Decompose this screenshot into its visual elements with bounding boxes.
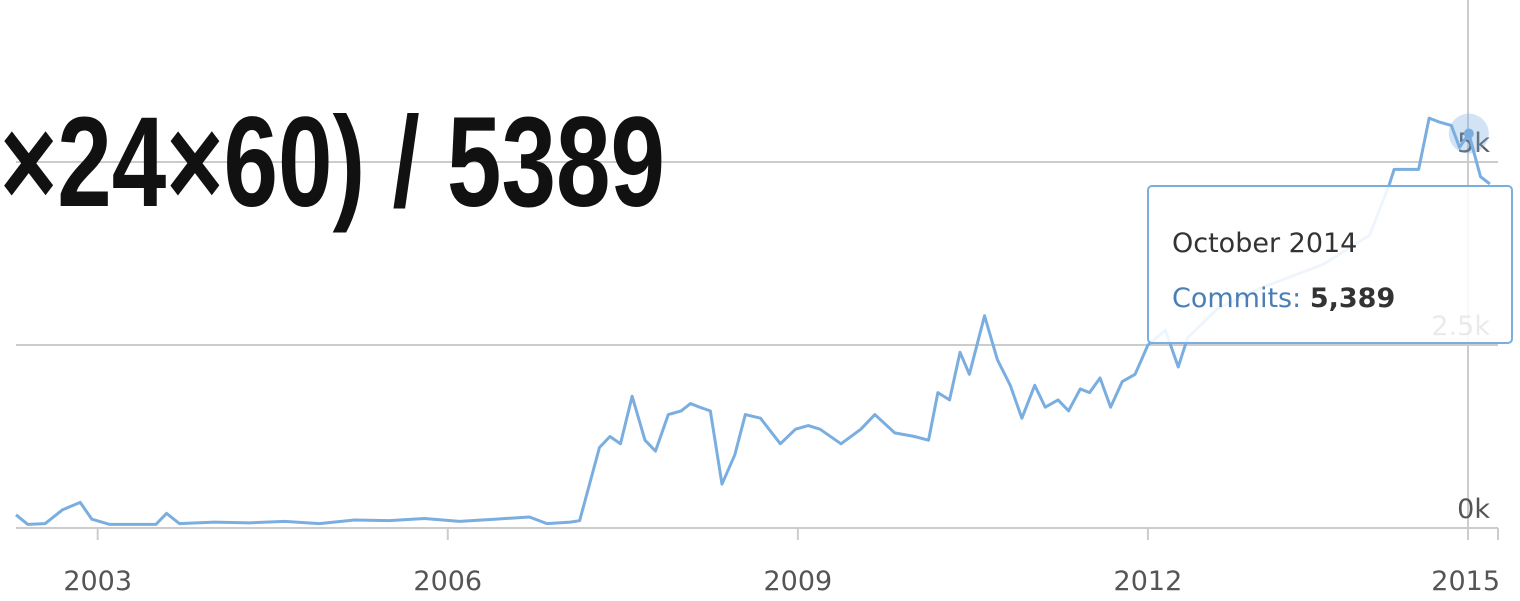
x-tick-label: 2015	[1431, 566, 1500, 597]
tooltip: October 2014 Commits: 5,389	[1147, 185, 1513, 344]
data-point	[1463, 128, 1474, 139]
tooltip-value: 5,389	[1310, 283, 1395, 314]
tooltip-label: Commits:	[1172, 283, 1301, 314]
y-tick-label: 0k	[1457, 494, 1490, 525]
x-tick-label: 2006	[413, 566, 482, 597]
overlay-text: ×24×60) / 5389	[0, 91, 665, 234]
tooltip-box	[1147, 185, 1513, 344]
x-tick-label: 2009	[763, 566, 832, 597]
tooltip-title: October 2014	[1172, 228, 1357, 259]
x-tick-label: 2003	[63, 566, 132, 597]
x-tick-label: 2012	[1114, 566, 1183, 597]
tooltip-row: Commits: 5,389	[1172, 283, 1395, 314]
